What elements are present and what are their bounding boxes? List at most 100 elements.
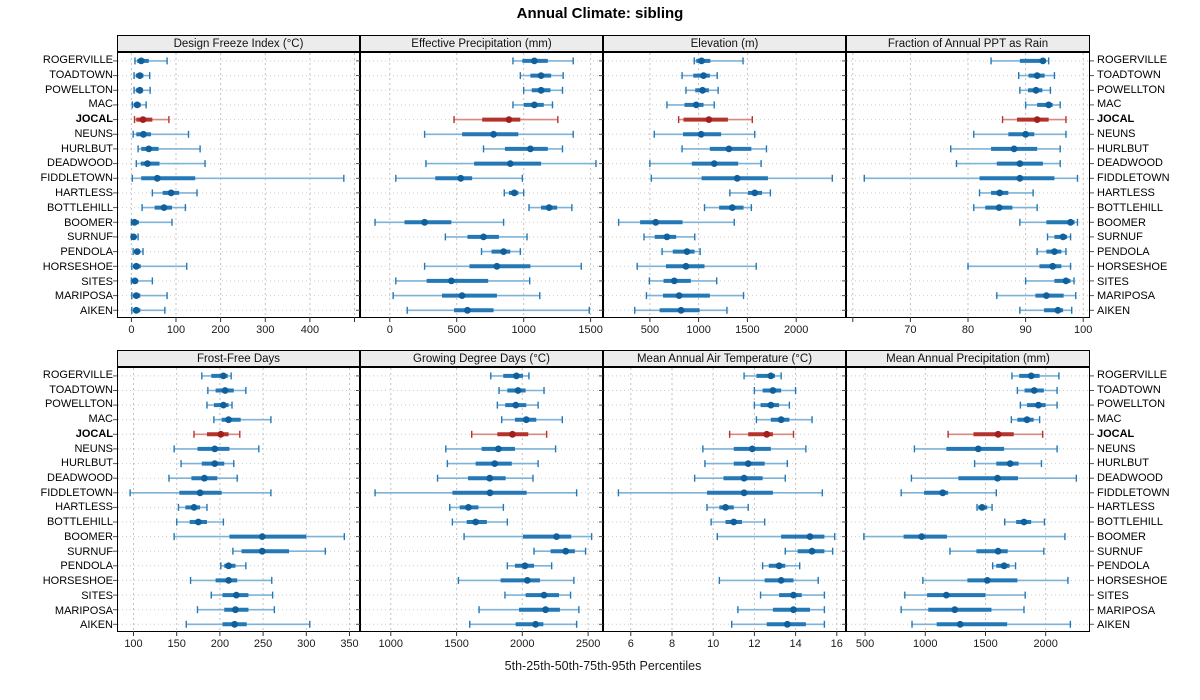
series-row-horseshoe: [113, 262, 364, 270]
median-dot: [1039, 57, 1047, 65]
station-label-right-mac: MAC: [1097, 413, 1122, 426]
series-row-surnuf: [842, 547, 1094, 555]
station-label-left-hurlbut: HURLBUT: [61, 142, 113, 155]
median-dot: [1016, 160, 1024, 167]
series-row-pendola: [599, 248, 850, 256]
median-dot: [522, 416, 530, 424]
series-row-hurlbut: [842, 460, 1094, 468]
station-label-right-deadwood: DEADWOOD: [1097, 157, 1163, 170]
median-dot: [494, 445, 502, 453]
panel-canvas-fraction-of-annual-ppt-as-rain: [842, 53, 1094, 322]
axis-tick-label-100: 100: [166, 324, 186, 336]
median-dot: [994, 430, 1002, 438]
median-dot: [1059, 233, 1067, 241]
median-dot: [190, 504, 198, 511]
median-dot: [458, 292, 466, 299]
median-dot: [510, 189, 518, 197]
median-dot: [1049, 262, 1057, 270]
median-dot: [978, 504, 986, 511]
median-dot: [421, 218, 428, 226]
series-row-mariposa: [599, 292, 850, 300]
station-label-left-jocal: JOCAL: [75, 113, 113, 126]
series-row-aiken: [842, 620, 1094, 628]
panel-canvas-growing-degree-days-c: [356, 368, 607, 636]
median-dot: [537, 72, 545, 79]
series-row-bottlehill: [599, 204, 850, 212]
series-row-powellton: [113, 401, 364, 409]
median-dot: [447, 277, 455, 285]
median-dot: [1045, 101, 1053, 109]
series-row-hurlbut: [599, 460, 850, 468]
axis-tick-label-0: 0: [386, 324, 393, 336]
series-row-sites: [356, 277, 607, 285]
median-dot: [675, 292, 683, 299]
axis-tick-label-2000: 2000: [510, 638, 535, 650]
series-row-fiddletown: [599, 174, 850, 182]
series-row-jocal: [842, 116, 1094, 124]
series-row-pendola: [113, 562, 364, 570]
axis-tick-label-350: 350: [340, 638, 359, 650]
panel-strip-growing-degree-days-c: Growing Degree Days (°C): [360, 350, 603, 367]
axis-tick-label-2500: 2500: [575, 638, 601, 650]
axis-tick-label-16: 16: [830, 638, 843, 650]
series-row-toadtown: [842, 387, 1094, 394]
median-dot: [775, 562, 783, 570]
series-row-mac: [842, 101, 1094, 109]
median-dot: [537, 86, 545, 94]
series-row-bottlehill: [599, 518, 850, 526]
median-dot: [457, 174, 465, 182]
median-dot: [217, 430, 225, 438]
series-row-sites: [113, 277, 364, 285]
panel-elevation-m: [599, 52, 850, 322]
median-dot: [725, 145, 733, 153]
median-dot: [131, 277, 139, 285]
station-label-right-neuns: NEUNS: [1097, 127, 1136, 140]
panel-strip-elevation-m: Elevation (m): [603, 35, 846, 52]
median-dot: [523, 577, 531, 584]
median-dot: [145, 145, 153, 153]
series-row-mariposa: [599, 606, 850, 614]
series-row-boomer: [113, 218, 364, 226]
series-row-hurlbut: [356, 460, 607, 468]
series-row-bottlehill: [842, 204, 1094, 212]
series-row-aiken: [356, 306, 607, 314]
series-row-powellton: [599, 401, 850, 409]
series-row-rogerville: [842, 372, 1094, 380]
station-label-left-neuns: NEUNS: [74, 127, 113, 140]
station-label-left-fiddletown: FIDDLETOWN: [40, 486, 113, 499]
series-row-hartless: [113, 503, 364, 511]
station-label-left-rogerville: ROGERVILLE: [42, 54, 113, 66]
median-dot: [513, 372, 520, 380]
series-row-boomer: [599, 533, 850, 541]
series-row-toadtown: [842, 72, 1094, 80]
station-label-right-hurlbut: HURLBUT: [1097, 457, 1149, 470]
panel-canvas-mean-annual-air-temperature-c: [599, 368, 850, 636]
median-dot: [139, 116, 147, 123]
median-dot: [983, 577, 991, 584]
series-row-rogerville: [599, 372, 850, 380]
station-label-right-hartless: HARTLESS: [1097, 501, 1155, 514]
axis-tick-label-80: 80: [961, 324, 975, 336]
median-dot: [493, 262, 501, 270]
panel-canvas-design-freeze-index-c: [113, 53, 364, 322]
axis-tick-label-70: 70: [904, 324, 917, 336]
series-row-rogerville: [842, 57, 1094, 65]
median-dot: [136, 72, 144, 79]
station-label-right-surnuf: SURNUF: [1097, 545, 1143, 558]
median-dot: [232, 591, 240, 599]
series-row-jocal: [599, 430, 850, 438]
series-row-pendola: [599, 562, 850, 570]
axis-tick-label-0: 0: [128, 324, 135, 336]
station-label-left-toadtown: TOADTOWN: [49, 383, 113, 396]
series-row-mariposa: [842, 292, 1094, 300]
axis-tick-label-90: 90: [1019, 324, 1032, 336]
station-label-left-fiddletown: FIDDLETOWN: [40, 172, 113, 185]
median-dot: [1022, 130, 1030, 138]
series-row-neuns: [113, 445, 364, 453]
axis-tick-label-2000: 2000: [1033, 638, 1058, 650]
station-label-right-aiken: AIKEN: [1097, 305, 1131, 318]
series-row-jocal: [842, 430, 1094, 438]
median-dot: [1032, 86, 1040, 94]
series-row-hartless: [599, 189, 850, 197]
series-row-jocal: [599, 116, 850, 124]
